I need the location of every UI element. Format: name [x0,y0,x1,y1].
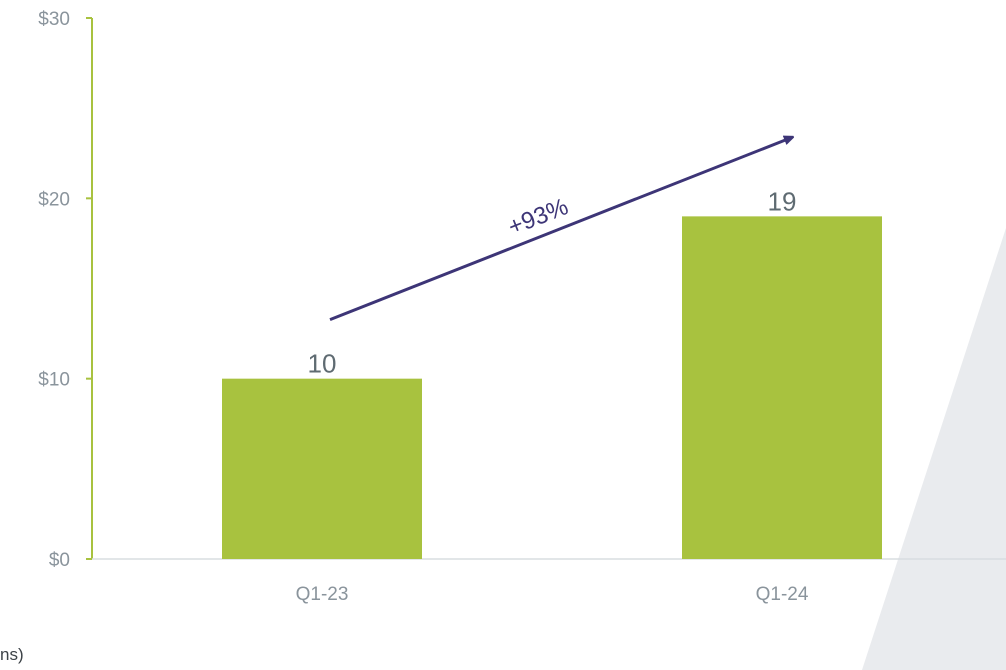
y-tick-label: $0 [49,550,70,571]
y-axis-ticks: $0 $10 $20 $30 [38,9,92,571]
y-tick-label: $30 [38,9,70,30]
bars [222,216,882,559]
bar [222,378,422,559]
decorative-background-shape [862,228,1006,670]
bar [682,216,882,559]
growth-arrow [329,137,792,322]
bar-value-label: 19 [768,186,797,216]
bar-value-label: 10 [308,349,337,379]
footnote-text: ns) [0,645,24,664]
x-category-label: Q1-23 [296,584,349,605]
x-category-label: Q1-24 [756,584,809,605]
y-tick-label: $20 [38,189,70,210]
category-labels: Q1-23 Q1-24 [296,584,809,605]
y-tick-label: $10 [38,370,70,391]
growth-label: +93% [504,193,572,241]
data-labels: 10 19 [308,186,797,378]
